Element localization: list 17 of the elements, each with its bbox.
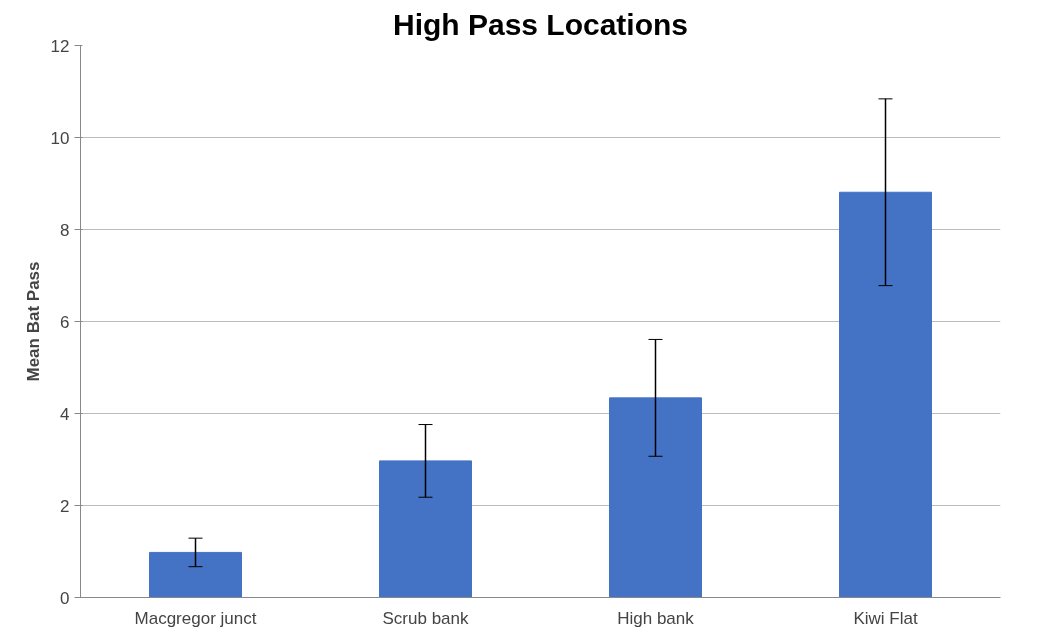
y-axis-title: Mean Bat Pass <box>23 261 43 382</box>
y-tick-label: 12 <box>50 36 70 56</box>
bar <box>379 460 472 598</box>
x-tick-label: Scrub bank <box>382 608 469 628</box>
x-tick-label: High bank <box>617 608 695 628</box>
x-tick-label: Macgregor junct <box>134 608 257 628</box>
y-tick-label: 10 <box>50 128 70 148</box>
y-tick-label: 4 <box>60 404 70 424</box>
y-tick-label: 8 <box>60 220 70 240</box>
bar <box>839 191 932 598</box>
y-tick-label: 2 <box>60 496 70 516</box>
bar <box>609 397 702 598</box>
y-tick-label: 0 <box>60 588 70 608</box>
chart-title: High Pass Locations <box>392 7 689 41</box>
x-tick-label: Kiwi Flat <box>853 608 918 628</box>
y-tick-label: 6 <box>60 312 70 332</box>
bar <box>149 551 242 598</box>
